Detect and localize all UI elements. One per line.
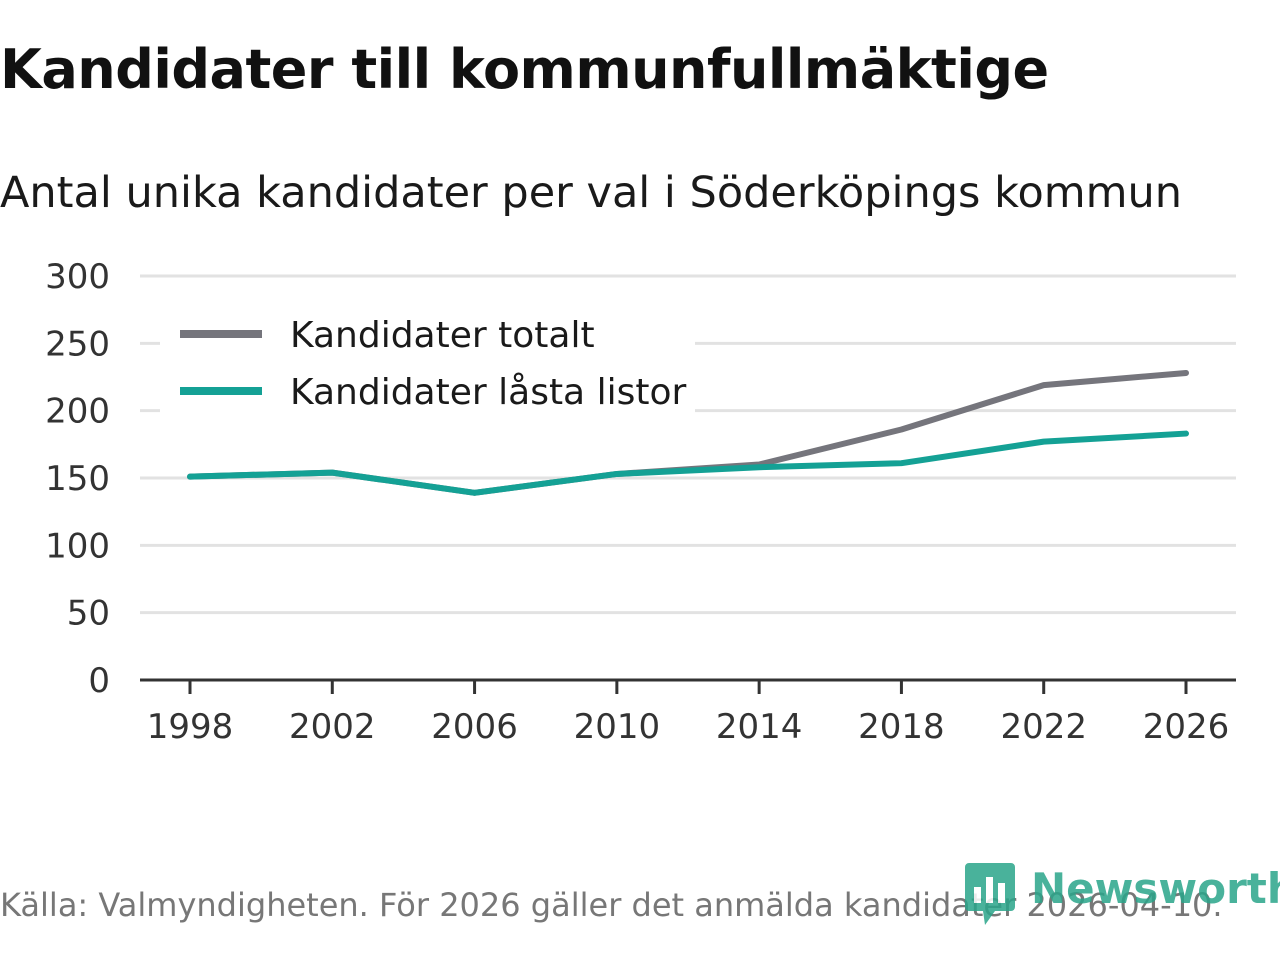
bar-chart-pin-icon (965, 863, 1015, 925)
chart-subtitle: Antal unika kandidater per val i Söderkö… (0, 168, 1183, 218)
series-line-locked-lists (187, 430, 1189, 496)
x-tick-label-2026: 2026 (1143, 707, 1230, 747)
logo-text: Newsworthy (1031, 863, 1280, 913)
y-tick-label-200: 200 (45, 392, 110, 432)
chart-title: Kandidater till kommunfullmäktige (0, 38, 1049, 101)
legend-label-locked-lists: Kandidater låsta listor (290, 372, 686, 413)
x-tick-label-2018: 2018 (858, 707, 945, 747)
legend-background (160, 300, 695, 420)
series-lines (187, 369, 1189, 496)
y-tick-label-100: 100 (45, 526, 110, 566)
source-note: Källa: Valmyndigheten. För 2026 gäller d… (0, 886, 1223, 924)
legend: Kandidater totalt Kandidater låsta listor (160, 300, 695, 420)
y-tick-label-250: 250 (45, 324, 110, 364)
y-tick-label-0: 0 (88, 661, 110, 701)
x-tick-label-2014: 2014 (716, 707, 803, 747)
x-tick-label-2002: 2002 (289, 707, 376, 747)
y-tick-label-50: 50 (67, 594, 110, 634)
y-axis-ticks: 0 50 100 150 200 250 300 (45, 257, 110, 701)
legend-label-total: Kandidater totalt (290, 315, 595, 356)
x-tick-label-2006: 2006 (431, 707, 518, 747)
y-tick-label-300: 300 (45, 257, 110, 297)
x-tick-label-2022: 2022 (1000, 707, 1087, 747)
x-tick-label-2010: 2010 (574, 707, 661, 747)
x-axis-ticks: 1998 2002 2006 2010 2014 2018 2022 2026 (140, 678, 1236, 747)
line-chart: 0 50 100 150 200 250 300 1998 2002 2006 2010 2014 2… (45, 257, 1236, 747)
newsworthy-logo: Newsworthy (965, 862, 1280, 926)
x-tick-label-1998: 1998 (147, 707, 234, 747)
y-tick-label-150: 150 (45, 459, 110, 499)
